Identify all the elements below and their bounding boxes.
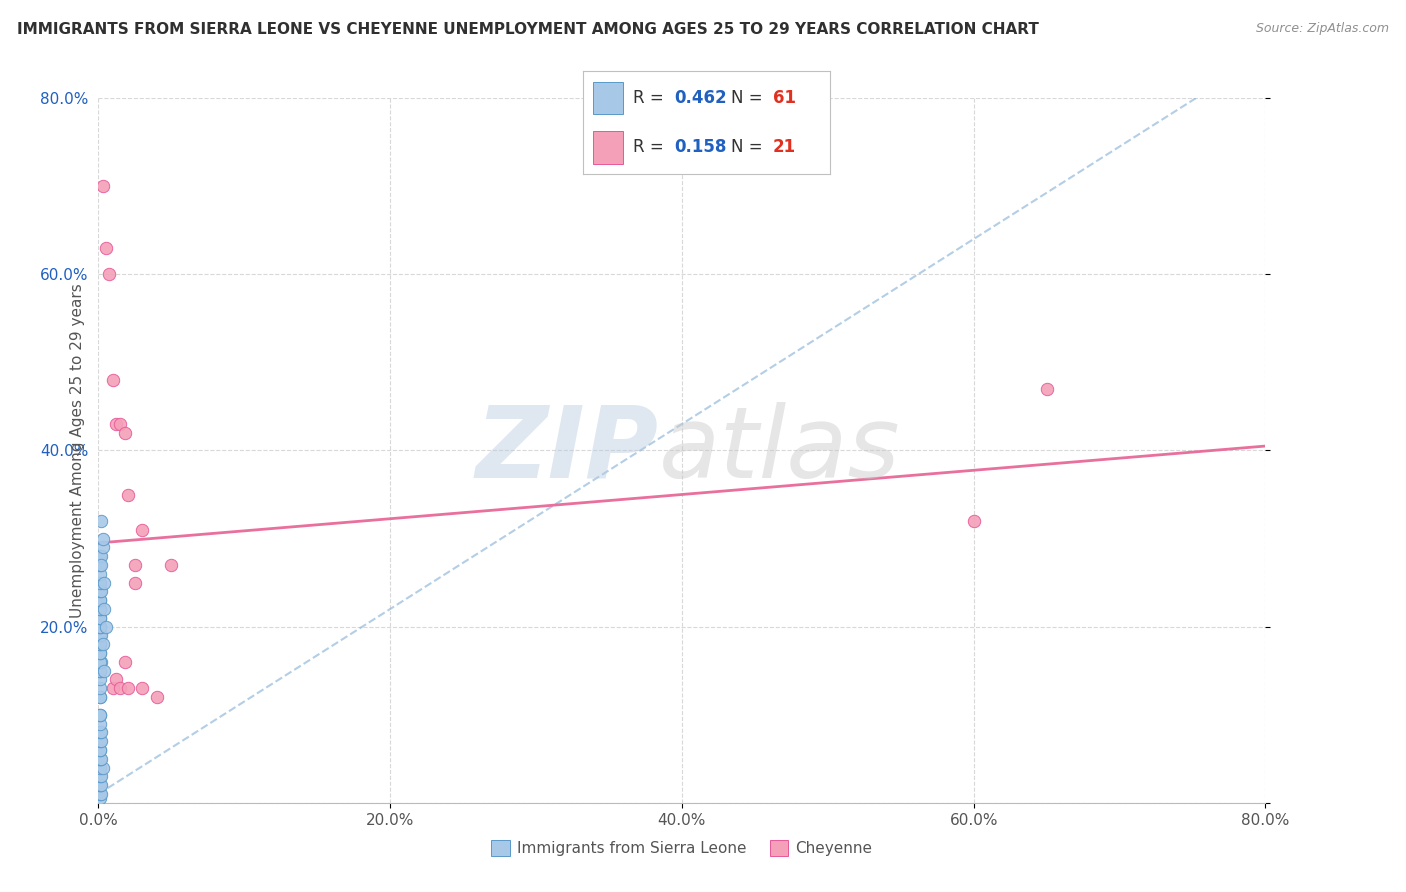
Point <box>89 752 111 766</box>
Point <box>110 681 132 696</box>
Point <box>89 628 111 642</box>
Point <box>89 725 111 739</box>
Point <box>89 664 111 678</box>
Point <box>131 523 153 537</box>
Point <box>89 558 111 572</box>
Point <box>90 769 112 783</box>
Text: 0.158: 0.158 <box>675 138 727 156</box>
Point <box>89 743 111 757</box>
Point <box>90 787 112 801</box>
Point <box>90 584 112 599</box>
Point <box>90 628 112 642</box>
Point <box>90 725 112 739</box>
Point <box>90 655 112 669</box>
Point <box>89 611 111 625</box>
Point <box>89 707 111 722</box>
Point <box>89 734 111 748</box>
Point <box>89 575 111 590</box>
Point <box>89 602 111 616</box>
Text: IMMIGRANTS FROM SIERRA LEONE VS CHEYENNE UNEMPLOYMENT AMONG AGES 25 TO 29 YEARS : IMMIGRANTS FROM SIERRA LEONE VS CHEYENNE… <box>17 22 1039 37</box>
Point <box>1035 382 1057 396</box>
Point <box>89 593 111 607</box>
Point <box>89 791 111 805</box>
Point <box>89 752 111 766</box>
Point <box>89 646 111 660</box>
Point <box>114 655 136 669</box>
Text: 61: 61 <box>773 89 796 107</box>
Point <box>114 425 136 440</box>
Text: 0.462: 0.462 <box>675 89 727 107</box>
Point <box>101 373 124 387</box>
FancyBboxPatch shape <box>593 82 623 114</box>
Point <box>89 769 111 783</box>
Point <box>89 778 111 792</box>
Point <box>97 268 120 282</box>
Point <box>89 566 111 581</box>
Point <box>89 707 111 722</box>
Point <box>89 681 111 696</box>
Point <box>962 514 984 528</box>
Text: ZIP: ZIP <box>475 402 658 499</box>
Point <box>90 778 112 792</box>
Point <box>89 690 111 705</box>
Point <box>90 734 112 748</box>
Point <box>89 637 111 651</box>
Point <box>89 628 111 642</box>
Point <box>89 549 111 564</box>
Point <box>90 514 112 528</box>
Text: R =: R = <box>633 89 669 107</box>
Point <box>104 417 127 431</box>
Point <box>124 558 146 572</box>
Point <box>89 646 111 660</box>
Point <box>90 752 112 766</box>
Text: Source: ZipAtlas.com: Source: ZipAtlas.com <box>1256 22 1389 36</box>
Point <box>89 611 111 625</box>
Point <box>131 681 153 696</box>
Point <box>90 558 112 572</box>
Point <box>104 673 127 687</box>
Point <box>110 417 132 431</box>
Point <box>117 487 139 501</box>
Point <box>89 637 111 651</box>
Point <box>89 673 111 687</box>
Legend: Immigrants from Sierra Leone, Cheyenne: Immigrants from Sierra Leone, Cheyenne <box>485 834 879 862</box>
Point <box>101 681 124 696</box>
Point <box>89 664 111 678</box>
Point <box>89 743 111 757</box>
Point <box>93 664 115 678</box>
Point <box>89 593 111 607</box>
Point <box>89 760 111 774</box>
Point <box>146 690 169 705</box>
Point <box>91 637 114 651</box>
Point <box>89 619 111 633</box>
Point <box>160 558 183 572</box>
Text: R =: R = <box>633 138 669 156</box>
Text: N =: N = <box>731 89 768 107</box>
FancyBboxPatch shape <box>593 131 623 163</box>
Text: N =: N = <box>731 138 768 156</box>
Point <box>91 179 114 194</box>
Point <box>91 760 114 774</box>
Y-axis label: Unemployment Among Ages 25 to 29 years: Unemployment Among Ages 25 to 29 years <box>69 283 84 618</box>
Point <box>90 549 112 564</box>
Text: atlas: atlas <box>658 402 900 499</box>
Point <box>89 690 111 705</box>
Point <box>93 575 115 590</box>
Text: 21: 21 <box>773 138 796 156</box>
Point <box>91 532 114 546</box>
Point <box>124 575 146 590</box>
Point <box>89 584 111 599</box>
Point <box>89 787 111 801</box>
Point <box>94 241 117 255</box>
Point <box>94 619 117 633</box>
Point <box>89 619 111 633</box>
Point <box>89 655 111 669</box>
Point <box>89 602 111 616</box>
Point <box>91 541 114 555</box>
Point <box>117 681 139 696</box>
Point <box>89 716 111 731</box>
Point <box>89 778 111 792</box>
Point <box>93 602 115 616</box>
